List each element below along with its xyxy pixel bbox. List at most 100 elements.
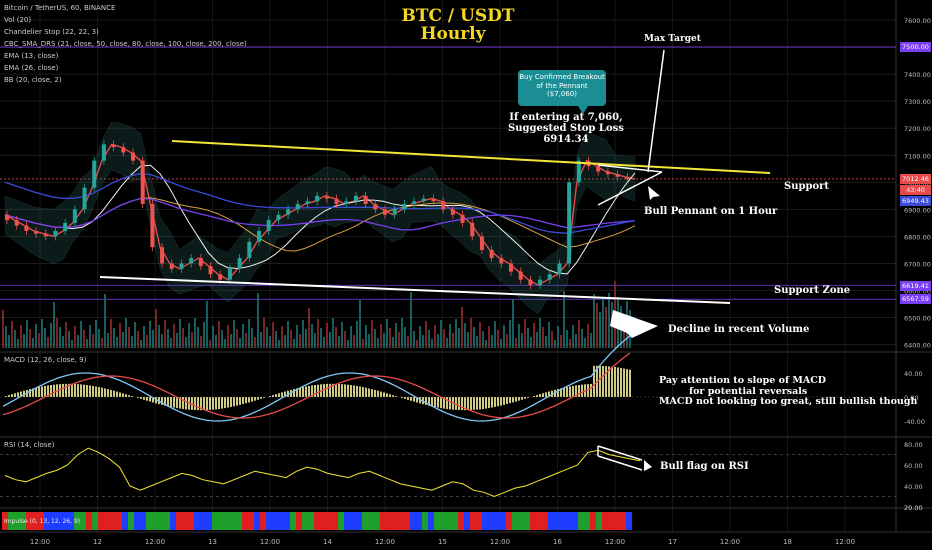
rsi-flag-upper xyxy=(597,445,643,461)
rsi-tick-label: 40.00 xyxy=(904,483,923,491)
impulse-bar xyxy=(326,512,332,530)
volume-bar xyxy=(89,325,91,348)
impulse-bar xyxy=(62,512,68,530)
volume-bar xyxy=(263,318,265,348)
volume-bar xyxy=(362,339,364,348)
macd-histogram-bar xyxy=(485,397,487,409)
macd-histogram-bar xyxy=(296,388,298,397)
impulse-bar xyxy=(158,512,164,530)
volume-bar xyxy=(62,336,64,348)
breakout-callout: Buy Confirmed Breakout of the Pennant ($… xyxy=(518,70,606,114)
macd-histogram-bar xyxy=(284,391,286,397)
candle-body xyxy=(218,274,223,280)
candle-body xyxy=(121,147,126,153)
impulse-bar xyxy=(566,512,572,530)
impulse-bar xyxy=(164,512,170,530)
max-target-line xyxy=(647,49,665,173)
axes: 7600.00 7500.00 7400.00 7300.00 7200.00 7100.… xyxy=(30,17,931,546)
rsi-tick-label: 60.00 xyxy=(904,462,923,470)
volume-bar xyxy=(215,335,217,348)
volume-bar xyxy=(71,340,73,348)
macd-histogram-bar xyxy=(173,397,175,408)
grid-lines xyxy=(0,0,932,533)
indicator-vol: Vol (20) xyxy=(4,16,32,24)
macd-histogram-bar xyxy=(548,391,550,397)
macd-histogram-bar xyxy=(527,397,529,398)
volume-bar xyxy=(584,338,586,348)
candle-body xyxy=(596,166,601,172)
candle-body xyxy=(179,263,184,269)
macd-histogram-bar xyxy=(356,385,358,397)
macd-histogram-bar xyxy=(131,396,133,397)
volume-bar xyxy=(182,328,184,348)
volume-bar xyxy=(509,320,511,348)
volume-bar xyxy=(26,320,28,348)
volume-bar xyxy=(545,336,547,348)
impulse-bar xyxy=(140,512,146,530)
macd-histogram-bar xyxy=(341,384,343,397)
volume-bar xyxy=(149,321,151,348)
volume-bar xyxy=(347,340,349,348)
macd-histogram-bar xyxy=(563,387,565,397)
volume-bar xyxy=(365,325,367,348)
price-tick-label: 6900.00 xyxy=(904,206,931,214)
macd-histogram-bar xyxy=(347,384,349,397)
time-tick-label: 12:00 xyxy=(490,538,510,546)
macd-histogram-bar xyxy=(617,367,619,397)
macd-histogram-bar xyxy=(461,397,463,411)
impulse-bar xyxy=(380,512,386,530)
macd-tick-label: -40.00 xyxy=(904,418,925,426)
impulse-bar xyxy=(260,512,266,530)
macd-histogram-bar xyxy=(413,397,415,402)
macd-histogram-bar xyxy=(566,386,568,397)
macd-histogram-bar xyxy=(446,397,448,410)
impulse-bar xyxy=(506,512,512,530)
volume-bar xyxy=(566,330,568,348)
macd-histogram-bar xyxy=(119,392,121,397)
macd-histogram-bar xyxy=(359,386,361,397)
volume-bar xyxy=(401,318,403,348)
price-tick-label: 6700.00 xyxy=(904,260,931,268)
volume-bar xyxy=(140,340,142,348)
macd-histogram-bar xyxy=(101,387,103,397)
volume-bar xyxy=(161,334,163,348)
impulse-bar xyxy=(464,512,470,530)
candle-body xyxy=(237,258,242,269)
resistance-trendline xyxy=(171,140,771,174)
volume-bar xyxy=(242,324,244,348)
impulse-bar xyxy=(176,512,182,530)
macd-histogram-bar xyxy=(32,388,34,397)
impulse-bar xyxy=(242,512,248,530)
volume-bar xyxy=(266,327,268,348)
candle-body xyxy=(131,152,135,161)
macd-histogram-bar xyxy=(536,395,538,397)
macd-histogram-bar xyxy=(245,397,247,404)
macd-histogram-bar xyxy=(389,394,391,397)
macd-histogram-bar xyxy=(194,397,196,411)
bull-pennant-label: Bull Pennant on 1 Hour xyxy=(644,206,778,217)
macd-histogram-bar xyxy=(395,396,397,397)
volume-bar xyxy=(155,309,157,348)
macd-histogram-bar xyxy=(203,397,205,411)
volume-bar xyxy=(515,338,517,348)
impulse-bar xyxy=(218,512,224,530)
volume-arrow xyxy=(610,310,658,338)
macd-histogram-bar xyxy=(434,397,436,408)
macd-histogram-bar xyxy=(626,369,628,397)
macd-pane xyxy=(0,335,896,422)
volume-bar xyxy=(443,329,445,348)
macd-histogram-bar xyxy=(587,384,589,397)
macd-histogram-bar xyxy=(497,397,499,407)
volume-bar xyxy=(536,332,538,348)
macd-histogram-bar xyxy=(470,397,472,411)
impulse-bar xyxy=(446,512,452,530)
volume-bar xyxy=(80,321,82,348)
macd-histogram-bar xyxy=(74,383,76,397)
price-tag-6619: 6619.41 xyxy=(900,281,931,291)
macd-histogram-bar xyxy=(272,395,274,397)
macd-histogram-bar xyxy=(629,369,631,397)
macd-histogram-bar xyxy=(491,397,493,408)
macd-histogram-bar xyxy=(509,397,511,404)
volume-bar xyxy=(275,331,277,348)
volume-bar xyxy=(512,299,514,348)
